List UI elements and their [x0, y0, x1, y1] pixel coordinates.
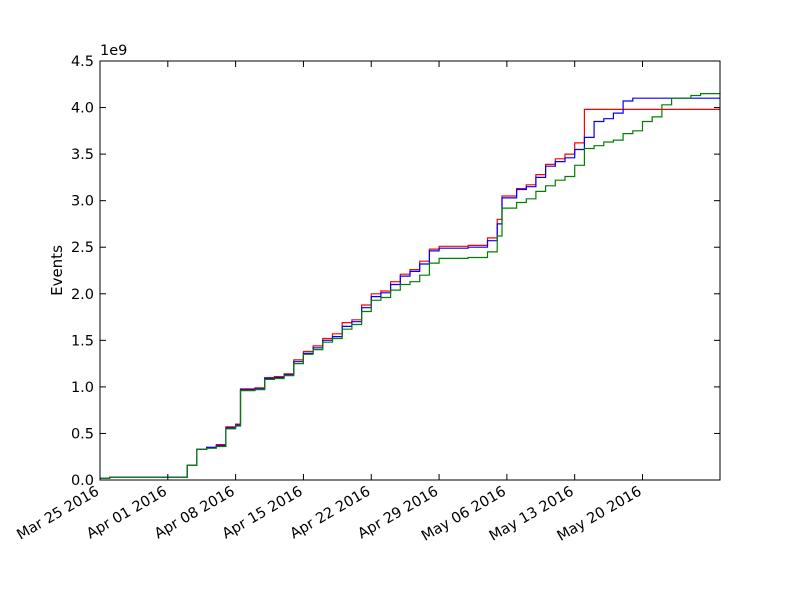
y-tick-label: 0.5 — [71, 426, 94, 442]
y-tick-label: 3.5 — [71, 147, 94, 163]
y-tick-label: 3.0 — [71, 194, 94, 210]
y-tick-label: 1.5 — [71, 333, 94, 349]
series-line-3 — [100, 92, 721, 479]
series-line-1 — [100, 108, 720, 479]
y-axis-label: Events — [48, 245, 66, 296]
series-line-2 — [100, 97, 720, 479]
y-tick-label: 2.5 — [71, 240, 94, 256]
y-offset-label: 1e9 — [100, 43, 127, 59]
y-tick-label: 2.0 — [71, 287, 94, 303]
y-tick-label: 4.0 — [71, 101, 94, 117]
y-axis: 0.0 0.5 1.0 1.5 2.0 2.5 3.0 3.5 4.0 4.5 — [71, 54, 720, 489]
y-tick-label: 1.0 — [71, 380, 94, 396]
axes-frame — [99, 60, 721, 481]
y-tick-label: 4.5 — [71, 54, 94, 70]
y-tick-label: 0.0 — [71, 473, 94, 489]
series-layer — [100, 92, 721, 479]
